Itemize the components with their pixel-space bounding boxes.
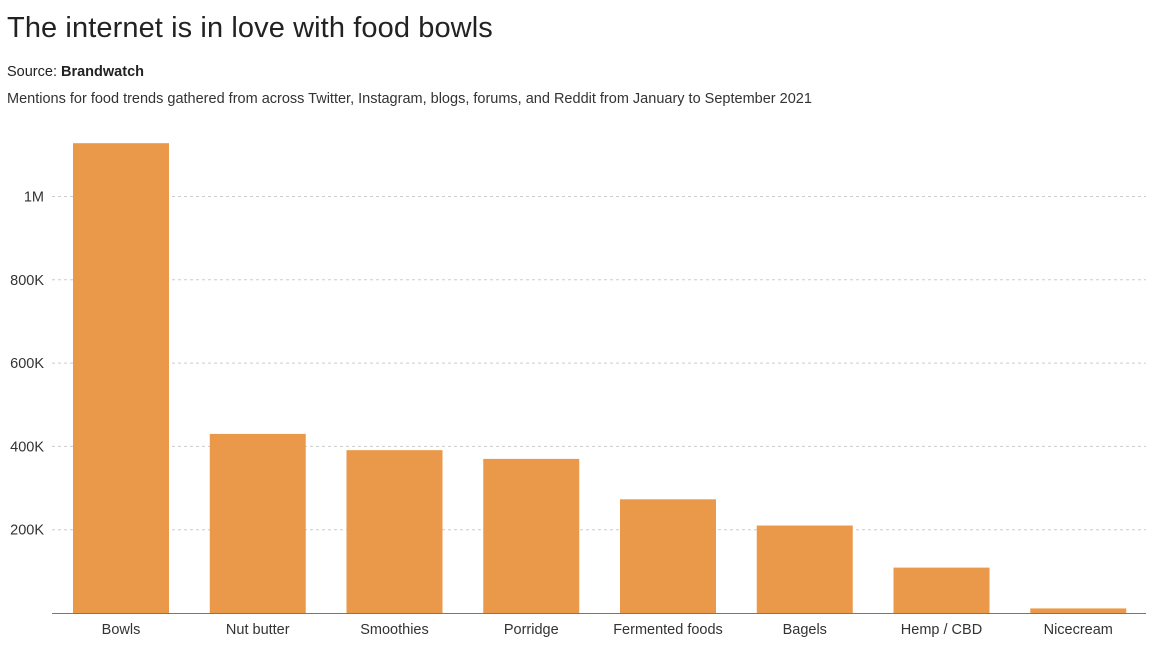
y-tick-label: 1M: [24, 190, 44, 206]
y-tick-labels: 200K 400K 600K 800K 1M: [10, 190, 44, 539]
y-tick-label: 600K: [10, 356, 44, 372]
y-tick-label: 400K: [10, 439, 44, 455]
x-tick-label: Hemp / CBD: [901, 622, 982, 638]
bar-nicecream: [1030, 608, 1127, 613]
source-label: Source:: [7, 64, 61, 80]
bar-nut-butter: [209, 433, 306, 613]
x-tick-label: Bowls: [102, 622, 141, 638]
x-tick-label: Fermented foods: [613, 622, 723, 638]
bar-porridge: [483, 458, 580, 613]
x-tick-label: Smoothies: [360, 622, 429, 638]
source-line: Source: Brandwatch: [7, 64, 144, 80]
x-tick-labels: Bowls Nut butter Smoothies Porridge Fermente…: [102, 622, 1113, 638]
x-tick-label: Bagels: [783, 622, 827, 638]
source-name: Brandwatch: [61, 64, 144, 80]
bar-smoothies: [346, 450, 443, 613]
bar-bowls: [73, 143, 169, 614]
bar-hemp-cbd: [893, 567, 990, 613]
chart-subtitle: Mentions for food trends gathered from a…: [7, 91, 812, 107]
y-tick-label: 800K: [10, 273, 44, 289]
bar-fermented-foods: [620, 499, 716, 613]
chart-title: The internet is in love with food bowls: [7, 12, 493, 44]
x-tick-label: Porridge: [504, 622, 559, 638]
bars: [73, 143, 1127, 614]
x-tick-label: Nut butter: [226, 622, 290, 638]
x-tick-label: Nicecream: [1044, 622, 1113, 638]
y-tick-label: 200K: [10, 523, 44, 539]
bar-bagels: [756, 525, 853, 613]
